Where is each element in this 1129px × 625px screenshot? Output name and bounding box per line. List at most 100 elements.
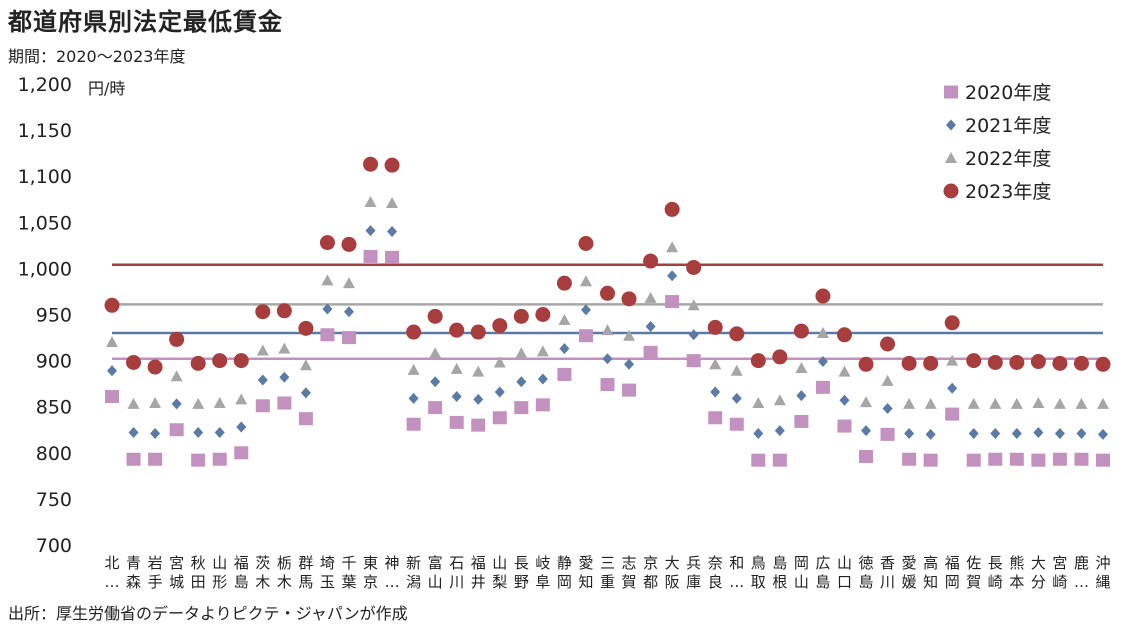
data-point: [449, 323, 464, 338]
data-point: [235, 393, 247, 404]
source-note: 出所：厚生労働省のデータよりピクテ・ジャパンが作成: [8, 600, 408, 624]
x-tick-label: …: [105, 573, 120, 591]
data-point: [1096, 454, 1110, 467]
x-tick-label: 口: [837, 573, 852, 591]
data-point: [645, 292, 657, 303]
data-point: [277, 303, 292, 318]
x-tick-label: 縄: [1095, 573, 1110, 591]
data-point: [320, 328, 334, 341]
data-point: [602, 324, 614, 335]
data-point: [536, 398, 550, 411]
data-point: [643, 254, 658, 269]
data-point: [904, 428, 914, 439]
x-tick-label: 山: [794, 573, 809, 591]
y-tick-label: 700: [36, 535, 72, 557]
data-point: [731, 365, 743, 376]
y-tick-label: 1,100: [18, 166, 72, 188]
x-tick-label: 崎: [988, 573, 1003, 591]
x-tick-label: 分: [1031, 573, 1046, 591]
x-tick-label: 知: [923, 573, 938, 591]
data-point: [751, 353, 766, 368]
data-point: [385, 251, 399, 264]
data-point: [902, 453, 916, 466]
data-point: [751, 454, 765, 467]
x-tick-label: 島: [234, 573, 249, 591]
data-point: [903, 398, 915, 409]
data-point: [1052, 356, 1067, 371]
data-point: [1054, 398, 1066, 409]
x-tick-label: 田: [191, 573, 206, 591]
data-point: [859, 357, 874, 372]
data-point: [192, 398, 204, 409]
data-point: [581, 304, 591, 315]
x-tick-label: 知: [578, 573, 593, 591]
data-point: [341, 237, 356, 252]
y-tick-label: 950: [36, 305, 72, 327]
data-point: [409, 393, 419, 404]
x-tick-label: 城: [169, 573, 184, 591]
data-point: [1076, 428, 1086, 439]
data-point: [1074, 453, 1088, 466]
data-point: [150, 428, 160, 439]
data-point: [947, 383, 957, 394]
legend-label: 2020年度: [965, 82, 1051, 104]
data-point: [687, 354, 701, 367]
data-point: [450, 416, 464, 429]
data-point: [1031, 454, 1045, 467]
data-point: [710, 386, 720, 397]
x-tick-label: 佐: [966, 554, 981, 572]
x-tick-label: 野: [514, 573, 529, 591]
data-point: [883, 403, 893, 414]
data-point: [106, 336, 118, 347]
data-point: [859, 450, 873, 463]
x-tick-label: 福: [945, 554, 960, 572]
x-tick-label: 千: [341, 554, 356, 572]
data-point: [881, 428, 895, 441]
y-tick-label: 750: [36, 489, 72, 511]
data-point: [191, 356, 206, 371]
y-tick-label: 850: [36, 397, 72, 419]
data-point: [301, 387, 311, 398]
x-tick-label: 森: [126, 573, 141, 591]
data-point: [428, 309, 443, 324]
x-tick-label: 広: [815, 554, 830, 572]
data-point: [926, 429, 936, 440]
data-point: [646, 321, 656, 332]
data-point: [665, 295, 679, 308]
data-point: [129, 427, 139, 438]
data-point: [344, 306, 354, 317]
data-point: [580, 275, 592, 286]
data-point: [429, 347, 441, 358]
x-tick-label: 徳: [859, 554, 874, 572]
data-point: [170, 423, 184, 436]
x-tick-label: 宮: [169, 554, 184, 572]
data-point: [1074, 356, 1089, 371]
x-tick-label: 葉: [341, 573, 356, 591]
data-point: [753, 428, 763, 439]
legend-label: 2023年度: [965, 181, 1051, 203]
data-point: [794, 324, 809, 339]
data-point: [967, 454, 981, 467]
data-point: [1098, 429, 1108, 440]
data-point: [968, 398, 980, 409]
x-tick-label: 賀: [622, 573, 637, 591]
x-tick-label: 山: [212, 554, 227, 572]
data-point: [128, 398, 140, 409]
data-point: [923, 356, 938, 371]
x-tick-label: 愛: [578, 554, 593, 572]
x-tick-label: 宮: [1052, 554, 1067, 572]
data-point: [880, 337, 895, 352]
legend-marker: [946, 120, 956, 131]
x-tick-label: 鹿: [1074, 554, 1089, 572]
data-point: [816, 381, 830, 394]
x-tick-label: 新: [406, 554, 421, 572]
data-point: [299, 412, 313, 425]
data-point: [492, 318, 507, 333]
data-point: [1009, 355, 1024, 370]
data-point: [969, 428, 979, 439]
x-tick-label: 茨: [255, 554, 270, 572]
data-point: [860, 396, 872, 407]
x-tick-label: 馬: [298, 573, 313, 591]
data-point: [557, 276, 572, 291]
